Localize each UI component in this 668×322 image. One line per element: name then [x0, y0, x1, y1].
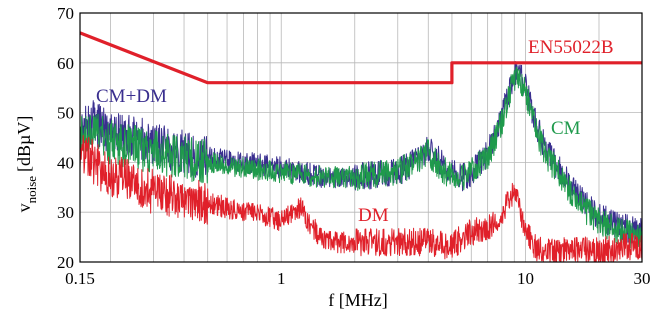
y-tick-label: 70 [57, 4, 74, 23]
x-tick-label: 30 [634, 269, 651, 288]
x-axis-label: f [MHz] [328, 290, 387, 310]
x-tick-label: 0.15 [65, 269, 95, 288]
y-axis-label-sub: noise [24, 176, 39, 204]
axis-ticks: 0.15 1 10 30 20 30 40 50 60 70 [57, 4, 651, 288]
series-label-en55022b: EN55022B [528, 37, 614, 58]
series-label-dm: DM [358, 205, 389, 226]
series-label-cm-dm: CM+DM [96, 86, 167, 107]
y-axis-label: vnoise [dBµV] [14, 116, 39, 213]
plot-frame [79, 12, 643, 263]
y-tick-label: 60 [57, 54, 74, 73]
svg-text:vnoise[dBµV]: vnoise [dBµV] [14, 116, 39, 213]
y-tick-label: 20 [57, 253, 74, 272]
y-axis-label-unit: [dBµV] [14, 116, 34, 172]
y-tick-label: 50 [57, 104, 74, 123]
series-lines [79, 31, 643, 263]
series-line-en55022b [79, 31, 642, 85]
x-tick-label: 1 [277, 269, 286, 288]
x-tick-label: 10 [517, 269, 534, 288]
y-axis-label-main: v [14, 203, 34, 212]
y-tick-label: 40 [57, 153, 74, 172]
series-line-cm [79, 66, 643, 249]
series-line-dm [79, 134, 643, 263]
y-tick-label: 30 [57, 203, 74, 222]
series-label-cm: CM [551, 118, 581, 139]
